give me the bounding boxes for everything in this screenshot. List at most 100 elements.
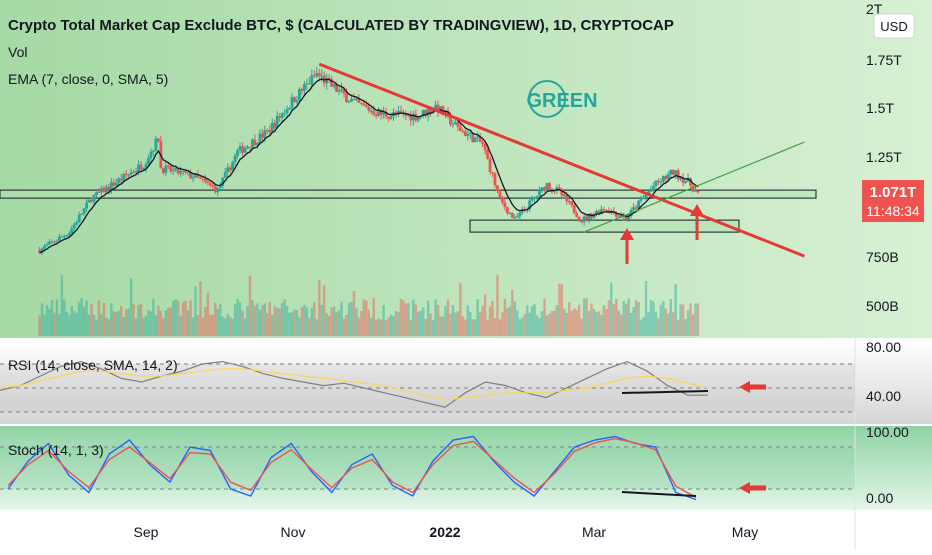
volume-bar: [667, 313, 670, 336]
green-trendline: [583, 141, 805, 233]
volume-bar: [605, 309, 608, 336]
volume-bar: [659, 304, 663, 336]
volume-bar: [372, 298, 375, 336]
volume-bar: [191, 317, 195, 336]
candle-body: [671, 170, 675, 175]
divergence-line: [621, 491, 697, 497]
volume-bar: [419, 310, 422, 336]
volume-bar: [374, 319, 378, 336]
volume-bar: [407, 303, 410, 336]
candle-body: [577, 217, 581, 221]
candle-body: [265, 130, 269, 132]
volume-bar: [278, 308, 281, 336]
volume-bar: [647, 311, 650, 336]
price-axis[interactable]: 2T USD 1.75T 1.5T 1.25T 750B 500B 1.071T…: [862, 1, 924, 506]
volume-bar: [508, 306, 512, 336]
volume-bar: [573, 308, 576, 336]
candle-body: [533, 197, 537, 199]
volume-bar: [624, 303, 628, 336]
volume-bar: [414, 304, 417, 336]
volume-bar: [226, 313, 229, 336]
time-axis[interactable]: Sep Nov 2022 Mar May: [134, 524, 759, 540]
volume-bar: [511, 289, 514, 336]
volume-bar: [357, 317, 361, 336]
up-arrow: [620, 228, 634, 264]
candle-body: [354, 98, 358, 100]
candle-body: [164, 165, 168, 173]
candle-body: [409, 114, 413, 121]
last-price-badge: 1.071T 11:48:34: [862, 180, 924, 222]
candle-body: [481, 142, 485, 144]
candle-body: [154, 138, 158, 151]
volume-bar: [694, 303, 697, 336]
candle-body: [379, 109, 383, 115]
volume-bar: [157, 305, 160, 336]
up-arrow: [690, 204, 704, 240]
candle-body: [347, 101, 351, 103]
green-logo: GREEN: [526, 80, 598, 118]
volume-bar: [340, 301, 343, 336]
volume-bar: [268, 302, 271, 336]
volume-bar: [55, 299, 59, 336]
candle-body: [221, 177, 225, 186]
volume-bar: [253, 305, 257, 336]
candle-body: [669, 170, 673, 175]
volume-bar: [456, 311, 460, 336]
volume-bar: [335, 311, 338, 336]
candle-body: [466, 133, 470, 136]
candle-body: [77, 215, 81, 223]
candle-body: [416, 116, 420, 121]
time-label: May: [732, 524, 758, 540]
candle-body: [169, 166, 173, 172]
candle-body: [345, 93, 348, 103]
red-trendline: [318, 62, 805, 258]
candle-body: [689, 178, 692, 186]
volume-bar: [424, 319, 427, 336]
candle-body: [429, 108, 433, 113]
currency-button[interactable]: USD: [873, 13, 915, 39]
volume-bar: [50, 299, 54, 336]
candle-body: [53, 241, 56, 243]
volume-bar: [402, 300, 405, 336]
stoch-lines: [0, 435, 855, 501]
candle-body: [255, 143, 259, 146]
volume-bar: [38, 315, 41, 336]
volume-bar: [290, 312, 294, 336]
candle-body: [666, 174, 670, 180]
last-price: 1.071T: [870, 184, 917, 201]
candle-body: [139, 164, 143, 170]
volume-bar: [149, 311, 153, 336]
volume-bar: [387, 317, 390, 336]
candle-body: [496, 185, 499, 191]
demand-zone: [469, 219, 740, 233]
candle-body: [387, 116, 390, 119]
candle-body: [473, 137, 477, 143]
candle-body: [152, 150, 155, 152]
volume-bar: [233, 303, 237, 336]
volume-bar: [404, 303, 408, 336]
volume-bar: [231, 319, 234, 336]
candle-body: [174, 167, 178, 170]
volume-bar: [676, 319, 680, 336]
volume-bar: [345, 314, 348, 336]
volume-bar: [139, 304, 143, 336]
candle-body: [357, 98, 361, 103]
candle-body: [501, 197, 504, 203]
candle-body: [204, 179, 207, 182]
volume-bar: [85, 300, 88, 336]
volume-bar: [77, 301, 81, 336]
candle-body: [505, 207, 509, 214]
volume-bar: [199, 281, 202, 336]
volume-bar: [639, 319, 643, 336]
volume-bar: [585, 298, 588, 336]
volume-bar: [105, 317, 108, 336]
candle-body: [637, 200, 640, 209]
candle-body: [228, 167, 232, 171]
volume-bar: [298, 317, 301, 336]
volume-bar: [224, 318, 227, 336]
candle-body: [50, 241, 54, 243]
candle-body: [317, 73, 321, 76]
volume-bar: [216, 308, 219, 336]
